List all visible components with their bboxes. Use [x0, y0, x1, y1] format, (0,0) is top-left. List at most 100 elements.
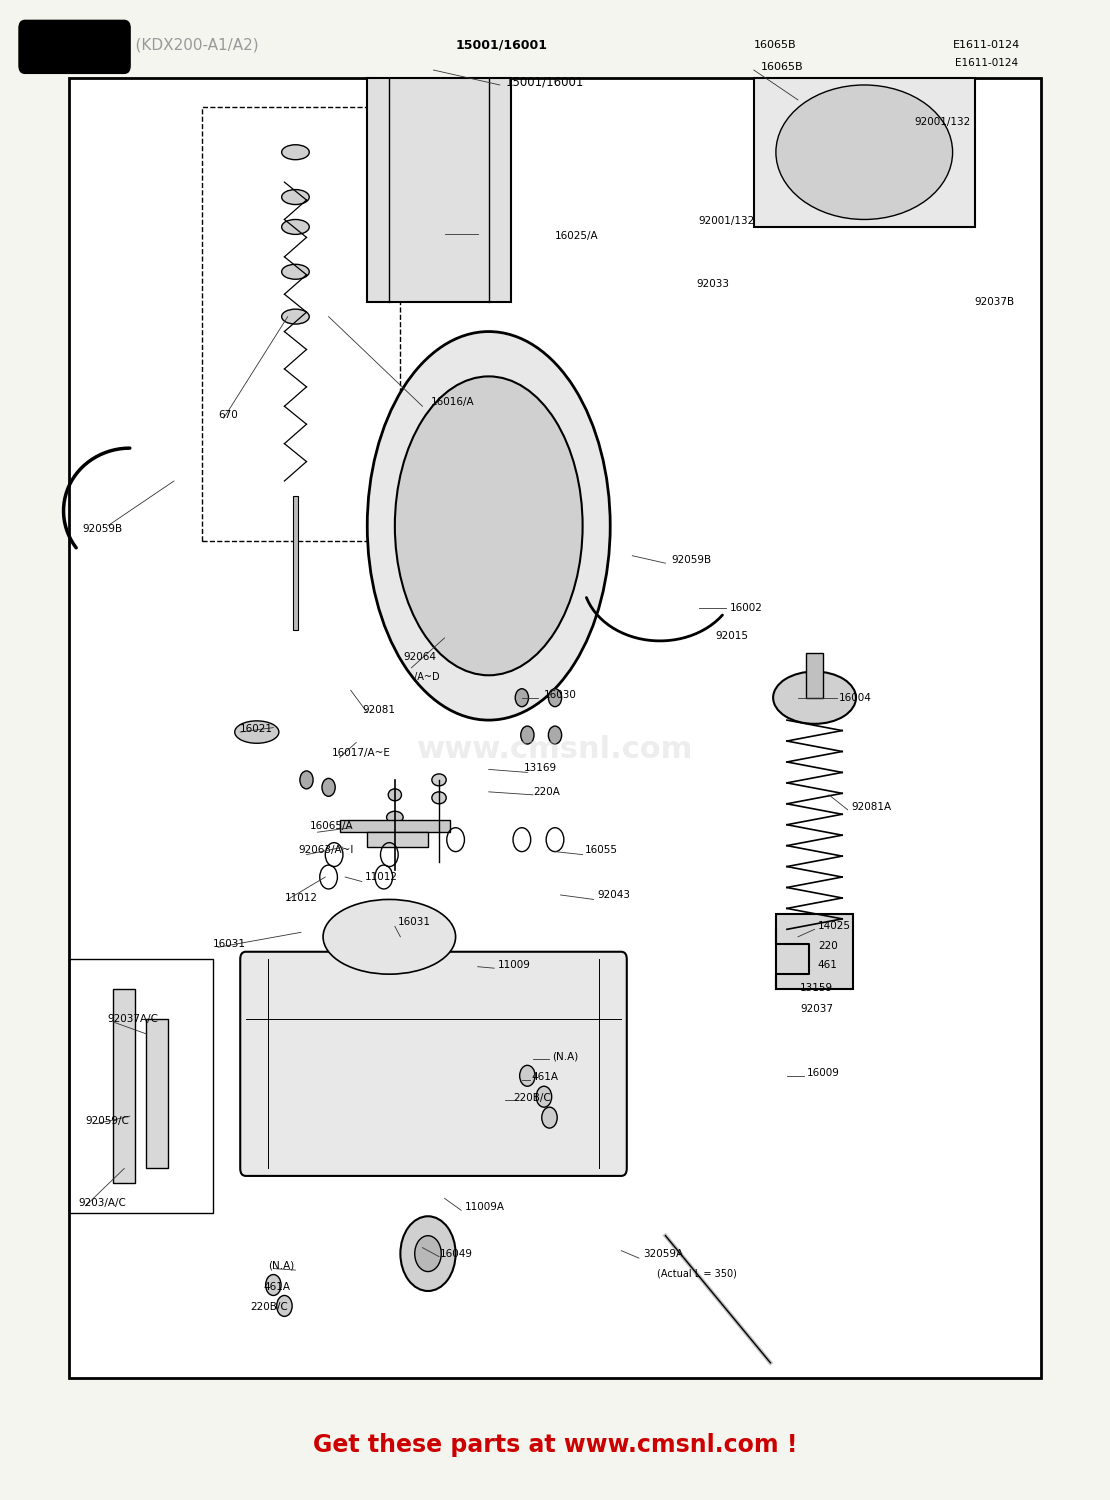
Text: 220B/C: 220B/C: [250, 1302, 287, 1312]
FancyBboxPatch shape: [19, 21, 130, 74]
Text: 16065/A: 16065/A: [310, 821, 353, 831]
Text: E1611-0124: E1611-0124: [955, 57, 1018, 68]
Bar: [147, 1019, 169, 1168]
Circle shape: [401, 1216, 455, 1292]
Text: 16030: 16030: [544, 690, 577, 699]
Text: E1611-0124: E1611-0124: [952, 39, 1020, 50]
Text: 92064: 92064: [404, 652, 436, 663]
Circle shape: [519, 1065, 535, 1086]
Text: 92015: 92015: [715, 632, 748, 642]
Circle shape: [521, 726, 534, 744]
Ellipse shape: [323, 900, 455, 974]
Ellipse shape: [234, 722, 279, 744]
Circle shape: [276, 1296, 292, 1317]
Ellipse shape: [386, 812, 403, 824]
Text: 11009A: 11009A: [464, 1203, 504, 1212]
Text: 11012: 11012: [284, 892, 317, 903]
Ellipse shape: [388, 789, 402, 801]
Text: 220B/C: 220B/C: [513, 1094, 551, 1102]
Text: 16031: 16031: [398, 916, 431, 927]
Circle shape: [265, 1275, 281, 1296]
Ellipse shape: [282, 264, 310, 279]
Text: 92081A: 92081A: [851, 802, 891, 812]
Text: 16002: 16002: [729, 603, 763, 613]
Text: 92059B: 92059B: [670, 555, 712, 566]
Text: 92059B: 92059B: [82, 524, 122, 534]
Text: 92059/C: 92059/C: [85, 1116, 130, 1125]
Text: 92037B: 92037B: [975, 297, 1015, 306]
Text: (Actual L = 350): (Actual L = 350): [657, 1268, 736, 1278]
Text: 92001/132: 92001/132: [698, 216, 755, 226]
Text: 32059A: 32059A: [644, 1248, 684, 1258]
Bar: [293, 496, 297, 630]
Text: www.cmsnl.com: www.cmsnl.com: [417, 735, 693, 765]
Circle shape: [322, 778, 335, 796]
Text: 16017/A~E: 16017/A~E: [332, 748, 391, 758]
Text: 220A: 220A: [533, 788, 559, 796]
Bar: [113, 988, 135, 1184]
Bar: [367, 78, 511, 302]
Text: 16031: 16031: [213, 939, 245, 950]
Circle shape: [548, 726, 562, 744]
Text: 16004: 16004: [839, 693, 871, 702]
Bar: [202, 108, 401, 541]
Text: 16016/A: 16016/A: [432, 398, 475, 406]
Bar: [754, 78, 975, 226]
Text: (N.A): (N.A): [552, 1052, 578, 1062]
Ellipse shape: [385, 834, 405, 846]
Ellipse shape: [774, 672, 856, 724]
Text: CARBURETOR (KDX200-A1/A2): CARBURETOR (KDX200-A1/A2): [24, 38, 259, 52]
Bar: [367, 833, 428, 848]
Text: (N.A): (N.A): [268, 1260, 294, 1270]
Bar: [69, 78, 1041, 1377]
Bar: [69, 958, 213, 1214]
Text: 15001/16001: 15001/16001: [505, 75, 584, 88]
Ellipse shape: [395, 376, 583, 675]
Circle shape: [542, 1107, 557, 1128]
Ellipse shape: [282, 309, 310, 324]
Text: 11012: 11012: [365, 871, 398, 882]
Text: 16055: 16055: [585, 844, 618, 855]
Text: 92081: 92081: [363, 705, 396, 714]
Text: 16065B: 16065B: [760, 62, 803, 72]
Text: 13169: 13169: [524, 764, 557, 772]
Text: 670: 670: [219, 410, 238, 420]
Ellipse shape: [282, 219, 310, 234]
Text: 16021: 16021: [240, 724, 273, 734]
Circle shape: [300, 771, 313, 789]
Ellipse shape: [776, 86, 952, 219]
Circle shape: [536, 1086, 552, 1107]
Bar: [806, 652, 824, 698]
Text: 461: 461: [818, 960, 838, 970]
Text: 92043: 92043: [597, 890, 630, 900]
Text: 16065B: 16065B: [754, 39, 797, 50]
Circle shape: [515, 688, 528, 706]
Text: 16009: 16009: [807, 1068, 839, 1078]
Ellipse shape: [432, 792, 446, 804]
Ellipse shape: [367, 332, 610, 720]
Text: 15001/16001: 15001/16001: [455, 38, 547, 51]
Circle shape: [415, 1236, 442, 1272]
Text: 92063/A~I: 92063/A~I: [299, 844, 354, 855]
Bar: [340, 821, 450, 833]
Text: 92033: 92033: [696, 279, 729, 288]
Text: /A~D: /A~D: [414, 672, 440, 682]
Text: 16049: 16049: [441, 1248, 473, 1258]
Text: FRONT: FRONT: [30, 40, 73, 51]
Text: 220: 220: [818, 940, 838, 951]
Ellipse shape: [432, 774, 446, 786]
Text: 16025/A: 16025/A: [555, 231, 598, 242]
FancyBboxPatch shape: [240, 952, 627, 1176]
Text: 461A: 461A: [263, 1281, 291, 1292]
Ellipse shape: [282, 146, 310, 159]
Text: 92037A/C: 92037A/C: [108, 1014, 159, 1025]
Text: Get these parts at www.cmsnl.com !: Get these parts at www.cmsnl.com !: [313, 1432, 797, 1456]
Text: 9203/A/C: 9203/A/C: [78, 1198, 125, 1208]
Text: 11009: 11009: [497, 960, 531, 970]
Circle shape: [548, 688, 562, 706]
Text: 92037: 92037: [800, 1004, 834, 1014]
Text: 92001/132: 92001/132: [914, 117, 970, 128]
Text: 461A: 461A: [532, 1072, 558, 1083]
Bar: [776, 915, 854, 989]
Text: 14025: 14025: [818, 921, 851, 932]
